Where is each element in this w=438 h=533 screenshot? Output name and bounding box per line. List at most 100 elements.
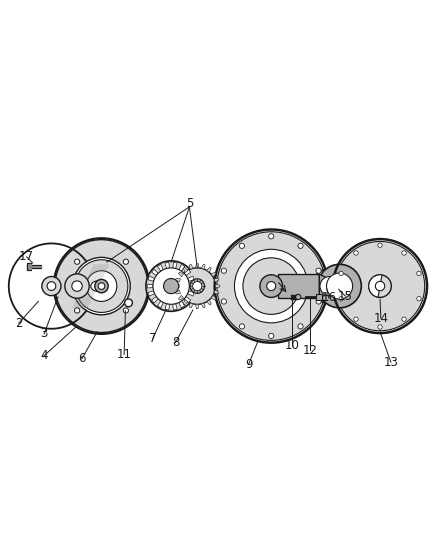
Text: 6: 6	[78, 352, 86, 365]
Circle shape	[146, 261, 196, 311]
Circle shape	[354, 317, 358, 321]
Polygon shape	[179, 264, 185, 271]
Circle shape	[369, 275, 391, 297]
Circle shape	[339, 296, 343, 301]
Circle shape	[417, 296, 421, 301]
Circle shape	[267, 281, 276, 290]
Text: 17: 17	[19, 251, 34, 263]
Circle shape	[98, 282, 105, 289]
Bar	[316, 294, 322, 300]
Circle shape	[316, 268, 321, 273]
Circle shape	[402, 317, 406, 321]
Circle shape	[239, 324, 244, 329]
Circle shape	[179, 268, 215, 304]
Polygon shape	[201, 303, 205, 308]
Polygon shape	[211, 272, 216, 277]
Circle shape	[268, 233, 274, 239]
Polygon shape	[319, 274, 327, 298]
Circle shape	[336, 241, 425, 331]
Text: 14: 14	[374, 312, 389, 325]
Polygon shape	[147, 284, 153, 288]
Polygon shape	[165, 304, 170, 310]
Text: 7: 7	[149, 332, 157, 345]
Circle shape	[153, 268, 189, 304]
Polygon shape	[211, 295, 216, 300]
Circle shape	[73, 257, 130, 315]
Circle shape	[375, 281, 385, 291]
FancyBboxPatch shape	[278, 274, 319, 298]
Text: 2: 2	[15, 317, 22, 329]
Polygon shape	[189, 284, 195, 288]
Circle shape	[378, 325, 382, 329]
Text: 10: 10	[285, 339, 300, 352]
Circle shape	[47, 282, 56, 290]
Text: 12: 12	[303, 344, 318, 357]
Polygon shape	[173, 304, 177, 310]
Polygon shape	[165, 262, 170, 269]
Polygon shape	[178, 272, 184, 277]
Circle shape	[378, 243, 382, 247]
Text: 11: 11	[117, 348, 132, 361]
Polygon shape	[176, 278, 180, 282]
Circle shape	[217, 232, 325, 341]
Ellipse shape	[91, 281, 105, 292]
Circle shape	[75, 260, 128, 312]
Circle shape	[326, 273, 353, 299]
Circle shape	[65, 274, 89, 298]
Text: 8: 8	[172, 336, 179, 349]
Polygon shape	[187, 276, 194, 281]
Text: 13: 13	[384, 356, 398, 369]
Circle shape	[312, 269, 347, 303]
Polygon shape	[215, 285, 220, 288]
Circle shape	[72, 281, 82, 292]
Circle shape	[221, 268, 226, 273]
Circle shape	[42, 277, 61, 296]
Polygon shape	[184, 297, 191, 303]
Circle shape	[221, 299, 226, 304]
Circle shape	[123, 308, 128, 313]
Circle shape	[316, 299, 321, 304]
Circle shape	[417, 271, 421, 276]
Polygon shape	[158, 264, 163, 271]
Circle shape	[354, 251, 358, 255]
Circle shape	[74, 259, 80, 264]
Circle shape	[74, 308, 80, 313]
Polygon shape	[183, 267, 188, 272]
Circle shape	[163, 279, 179, 294]
Polygon shape	[178, 295, 184, 300]
Polygon shape	[184, 269, 191, 276]
Polygon shape	[148, 291, 155, 296]
Circle shape	[190, 279, 205, 293]
Text: 16: 16	[321, 292, 336, 304]
Polygon shape	[179, 301, 185, 308]
Polygon shape	[183, 300, 188, 305]
Polygon shape	[207, 267, 211, 272]
Text: 4: 4	[40, 349, 48, 362]
Circle shape	[320, 277, 339, 296]
Circle shape	[339, 271, 343, 276]
Polygon shape	[148, 276, 155, 281]
Circle shape	[123, 259, 128, 264]
Circle shape	[95, 279, 108, 293]
Circle shape	[268, 333, 274, 338]
Polygon shape	[195, 304, 199, 309]
Text: 15: 15	[338, 289, 353, 303]
Circle shape	[296, 294, 301, 300]
Polygon shape	[190, 303, 193, 308]
Polygon shape	[207, 300, 211, 305]
Circle shape	[243, 258, 300, 314]
Polygon shape	[175, 285, 179, 288]
Polygon shape	[152, 297, 158, 303]
Circle shape	[234, 249, 308, 323]
Polygon shape	[214, 278, 219, 282]
Circle shape	[55, 240, 148, 333]
Circle shape	[124, 299, 132, 307]
Polygon shape	[195, 263, 199, 268]
Circle shape	[193, 281, 202, 290]
Circle shape	[298, 243, 303, 248]
Polygon shape	[176, 290, 180, 294]
Polygon shape	[214, 290, 219, 294]
Polygon shape	[201, 264, 205, 269]
Text: 5: 5	[186, 197, 193, 210]
Text: 3: 3	[40, 327, 48, 341]
